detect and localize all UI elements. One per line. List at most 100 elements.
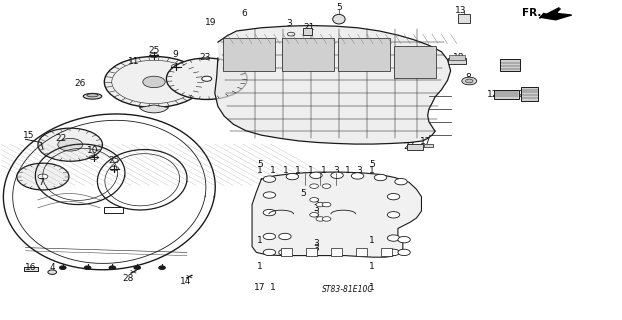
Circle shape	[322, 202, 331, 207]
Circle shape	[38, 174, 48, 179]
Circle shape	[310, 197, 318, 202]
Text: 3: 3	[313, 244, 319, 253]
Wedge shape	[139, 105, 169, 113]
Text: 1: 1	[369, 236, 374, 245]
Text: 3: 3	[286, 19, 292, 28]
FancyBboxPatch shape	[306, 248, 317, 256]
Text: 12: 12	[486, 90, 498, 99]
FancyBboxPatch shape	[331, 248, 342, 256]
Text: 21: 21	[304, 23, 315, 32]
Circle shape	[148, 79, 160, 85]
Text: 19: 19	[205, 19, 216, 28]
FancyBboxPatch shape	[449, 55, 465, 60]
Circle shape	[263, 192, 276, 198]
Circle shape	[465, 79, 473, 83]
Circle shape	[58, 138, 83, 151]
Circle shape	[398, 249, 411, 256]
Text: 7: 7	[38, 178, 44, 187]
Polygon shape	[252, 172, 422, 257]
FancyBboxPatch shape	[494, 90, 519, 99]
Text: 24: 24	[518, 90, 529, 99]
Text: 3: 3	[356, 166, 362, 175]
Circle shape	[263, 176, 276, 182]
Text: 1: 1	[345, 166, 351, 175]
Text: 28: 28	[123, 274, 134, 283]
Text: ST83-81E10C: ST83-81E10C	[322, 284, 374, 293]
Text: 25: 25	[148, 45, 160, 55]
Text: 1: 1	[258, 262, 263, 271]
Circle shape	[462, 77, 476, 85]
Circle shape	[48, 270, 57, 274]
Text: 1: 1	[369, 166, 374, 175]
FancyBboxPatch shape	[338, 38, 390, 71]
Circle shape	[60, 266, 66, 269]
Text: 1: 1	[320, 166, 327, 175]
Circle shape	[202, 76, 211, 81]
Text: 5: 5	[369, 160, 374, 169]
FancyBboxPatch shape	[381, 248, 392, 256]
Text: 20: 20	[504, 60, 515, 69]
FancyBboxPatch shape	[223, 38, 275, 71]
Text: 14: 14	[180, 277, 192, 286]
Circle shape	[279, 249, 291, 256]
Polygon shape	[215, 26, 450, 144]
Text: 23: 23	[200, 53, 211, 62]
Circle shape	[109, 266, 116, 269]
FancyBboxPatch shape	[303, 28, 312, 35]
Text: 4: 4	[49, 263, 55, 272]
Text: 15: 15	[23, 131, 34, 140]
Circle shape	[316, 217, 325, 221]
Circle shape	[310, 172, 322, 179]
Circle shape	[143, 76, 165, 88]
Circle shape	[331, 172, 343, 179]
Circle shape	[286, 173, 299, 180]
Text: 1: 1	[369, 283, 374, 292]
Text: 3: 3	[313, 239, 319, 248]
Polygon shape	[539, 9, 560, 18]
Text: 6: 6	[242, 9, 248, 18]
Circle shape	[351, 173, 364, 179]
FancyBboxPatch shape	[424, 144, 434, 147]
FancyBboxPatch shape	[448, 58, 466, 64]
Text: 27: 27	[404, 142, 415, 151]
Text: 1: 1	[294, 166, 300, 175]
Text: 22: 22	[55, 134, 67, 143]
Text: 1: 1	[270, 166, 276, 175]
FancyBboxPatch shape	[281, 248, 292, 256]
Circle shape	[388, 235, 400, 241]
FancyBboxPatch shape	[394, 46, 437, 78]
Text: 1: 1	[369, 262, 374, 271]
Text: 3: 3	[313, 210, 319, 219]
Text: 1: 1	[258, 236, 263, 245]
Circle shape	[17, 163, 69, 190]
Text: 5: 5	[300, 189, 307, 198]
Text: 17: 17	[254, 283, 266, 292]
Text: 5: 5	[258, 160, 263, 169]
Text: 3: 3	[313, 197, 319, 206]
Ellipse shape	[333, 14, 345, 24]
Text: 10: 10	[87, 146, 98, 155]
FancyBboxPatch shape	[282, 38, 334, 71]
Circle shape	[263, 249, 276, 256]
Circle shape	[310, 212, 318, 217]
Text: 26: 26	[75, 79, 86, 88]
Circle shape	[104, 56, 203, 108]
Text: 25: 25	[109, 156, 120, 164]
Circle shape	[167, 58, 247, 100]
Ellipse shape	[87, 94, 98, 97]
Circle shape	[388, 194, 400, 200]
Text: 3: 3	[333, 166, 339, 175]
FancyBboxPatch shape	[458, 14, 470, 23]
Circle shape	[159, 266, 165, 269]
Text: 18: 18	[453, 53, 465, 62]
Circle shape	[279, 233, 291, 240]
Circle shape	[322, 184, 331, 188]
Circle shape	[316, 202, 325, 207]
Text: 13: 13	[455, 6, 467, 15]
Text: 8: 8	[465, 73, 471, 82]
Text: 1: 1	[258, 166, 263, 175]
FancyBboxPatch shape	[407, 144, 423, 150]
Text: 1: 1	[308, 166, 314, 175]
Circle shape	[388, 249, 400, 256]
Text: 3: 3	[313, 204, 319, 213]
